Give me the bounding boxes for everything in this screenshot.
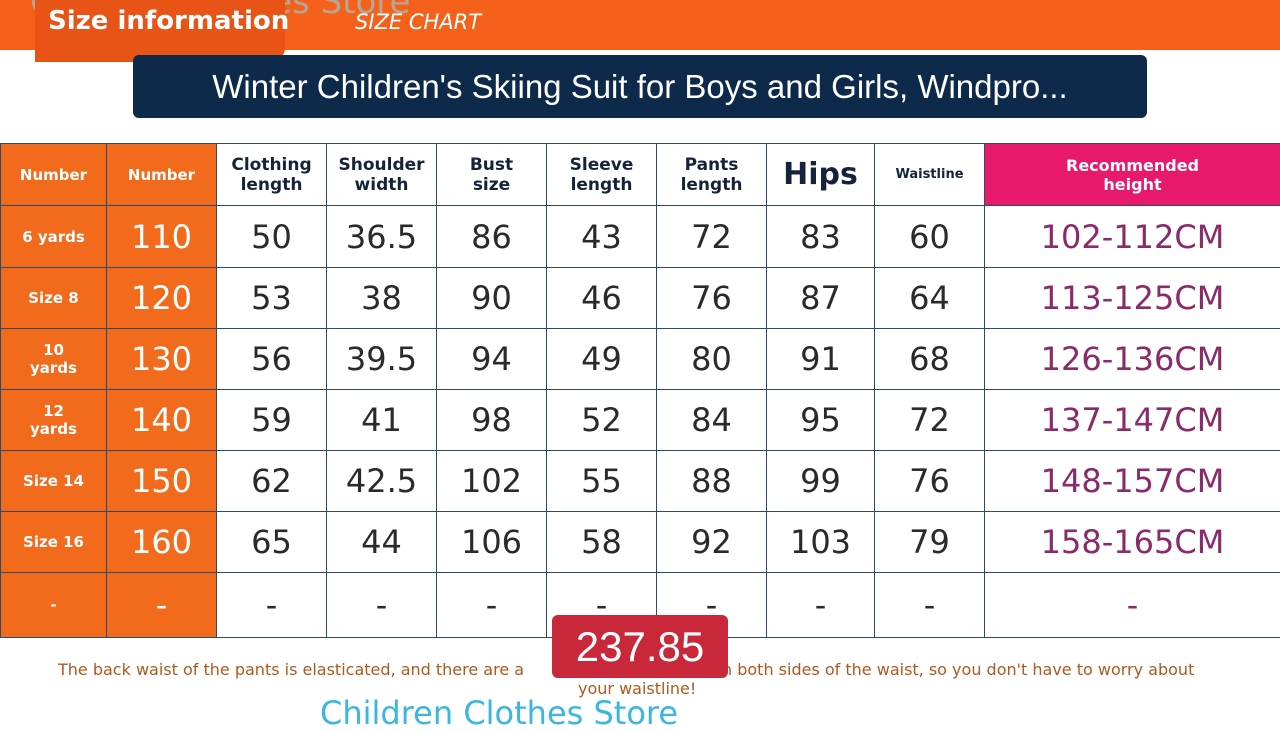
table-cell: Size 8 xyxy=(0,267,107,329)
table-cell: 150 xyxy=(106,450,217,512)
table-cell: 42.5 xyxy=(326,450,437,512)
table-cell: - xyxy=(216,572,327,638)
banner-tab xyxy=(35,0,285,62)
table-cell: Size 14 xyxy=(0,450,107,512)
table-cell: 72 xyxy=(656,205,767,268)
table-cell: 90 xyxy=(436,267,547,329)
table-cell: - xyxy=(326,572,437,638)
table-cell: - xyxy=(984,572,1280,638)
header-cell: Hips xyxy=(766,143,875,206)
table-cell: 126-136CM xyxy=(984,328,1280,390)
table-cell: - xyxy=(106,572,217,638)
table-cell: 94 xyxy=(436,328,547,390)
table-cell: 88 xyxy=(656,450,767,512)
table-cell: 99 xyxy=(766,450,875,512)
table-cell: 140 xyxy=(106,389,217,451)
header-cell: Bust size xyxy=(436,143,547,206)
table-cell: Size 16 xyxy=(0,511,107,573)
footer-right: n both sides of the waist, so you don't … xyxy=(722,660,1195,679)
table-cell: 98 xyxy=(436,389,547,451)
table-cell: 68 xyxy=(874,328,985,390)
footer-left: The back waist of the pants is elasticat… xyxy=(58,660,525,679)
table-cell: 52 xyxy=(546,389,657,451)
footer-store: Children Clothes Store xyxy=(320,694,679,732)
table-cell: 59 xyxy=(216,389,327,451)
header-cell: Clothing length xyxy=(216,143,327,206)
table-cell: 160 xyxy=(106,511,217,573)
table-cell: 50 xyxy=(216,205,327,268)
table-cell: 10 yards xyxy=(0,328,107,390)
table-cell: 130 xyxy=(106,328,217,390)
header-cell: Number xyxy=(0,143,107,206)
size-table: Number Number Clothing length Shoulder widt… xyxy=(0,143,1280,638)
table-cell: 55 xyxy=(546,450,657,512)
table-cell: 148-157CM xyxy=(984,450,1280,512)
table-cell: 56 xyxy=(216,328,327,390)
table-cell: 106 xyxy=(436,511,547,573)
table-cell: 84 xyxy=(656,389,767,451)
table-cell: 76 xyxy=(874,450,985,512)
table-cell: 36.5 xyxy=(326,205,437,268)
title-overlay: Winter Children's Skiing Suit for Boys a… xyxy=(133,55,1147,118)
header-cell: Recommended height xyxy=(984,143,1280,206)
price-badge: 237.85 xyxy=(552,615,728,678)
table-cell: - xyxy=(874,572,985,638)
header-cell: Waistline xyxy=(874,143,985,206)
table-cell: 87 xyxy=(766,267,875,329)
table-cell: 95 xyxy=(766,389,875,451)
table-cell: 72 xyxy=(874,389,985,451)
footer-line2: your waistline! xyxy=(578,679,697,698)
price: 237.85 xyxy=(575,622,705,670)
table-cell: 46 xyxy=(546,267,657,329)
table-cell: - xyxy=(436,572,547,638)
header-cell: Shoulder width xyxy=(326,143,437,206)
table-cell: - xyxy=(0,572,107,638)
header-cell: Pants length xyxy=(656,143,767,206)
table-cell: 76 xyxy=(656,267,767,329)
table-cell: 58 xyxy=(546,511,657,573)
table-cell: 43 xyxy=(546,205,657,268)
table-cell: 38 xyxy=(326,267,437,329)
header-cell: Sleeve length xyxy=(546,143,657,206)
table-cell: 120 xyxy=(106,267,217,329)
table-cell: 39.5 xyxy=(326,328,437,390)
product-title: Winter Children's Skiing Suit for Boys a… xyxy=(212,67,1068,105)
table-cell: 137-147CM xyxy=(984,389,1280,451)
banner-tab-text: Size information xyxy=(48,6,290,36)
table-cell: 110 xyxy=(106,205,217,268)
table-cell: 158-165CM xyxy=(984,511,1280,573)
table-cell: 86 xyxy=(436,205,547,268)
table-cell: 6 yards xyxy=(0,205,107,268)
header-cell: Number xyxy=(106,143,217,206)
table-cell: 64 xyxy=(874,267,985,329)
table-cell: 41 xyxy=(326,389,437,451)
table-cell: 91 xyxy=(766,328,875,390)
table-cell: 62 xyxy=(216,450,327,512)
table-cell: 65 xyxy=(216,511,327,573)
table-cell: - xyxy=(766,572,875,638)
table-cell: 60 xyxy=(874,205,985,268)
table-cell: 102-112CM xyxy=(984,205,1280,268)
table-cell: 92 xyxy=(656,511,767,573)
table-cell: 83 xyxy=(766,205,875,268)
table-cell: 53 xyxy=(216,267,327,329)
table-cell: 44 xyxy=(326,511,437,573)
banner-subtitle: SIZE CHART xyxy=(355,10,482,34)
table-cell: 102 xyxy=(436,450,547,512)
table-cell: 103 xyxy=(766,511,875,573)
table-cell: 79 xyxy=(874,511,985,573)
table-cell: 49 xyxy=(546,328,657,390)
table-cell: 80 xyxy=(656,328,767,390)
table-cell: 113-125CM xyxy=(984,267,1280,329)
table-cell: 12 yards xyxy=(0,389,107,451)
